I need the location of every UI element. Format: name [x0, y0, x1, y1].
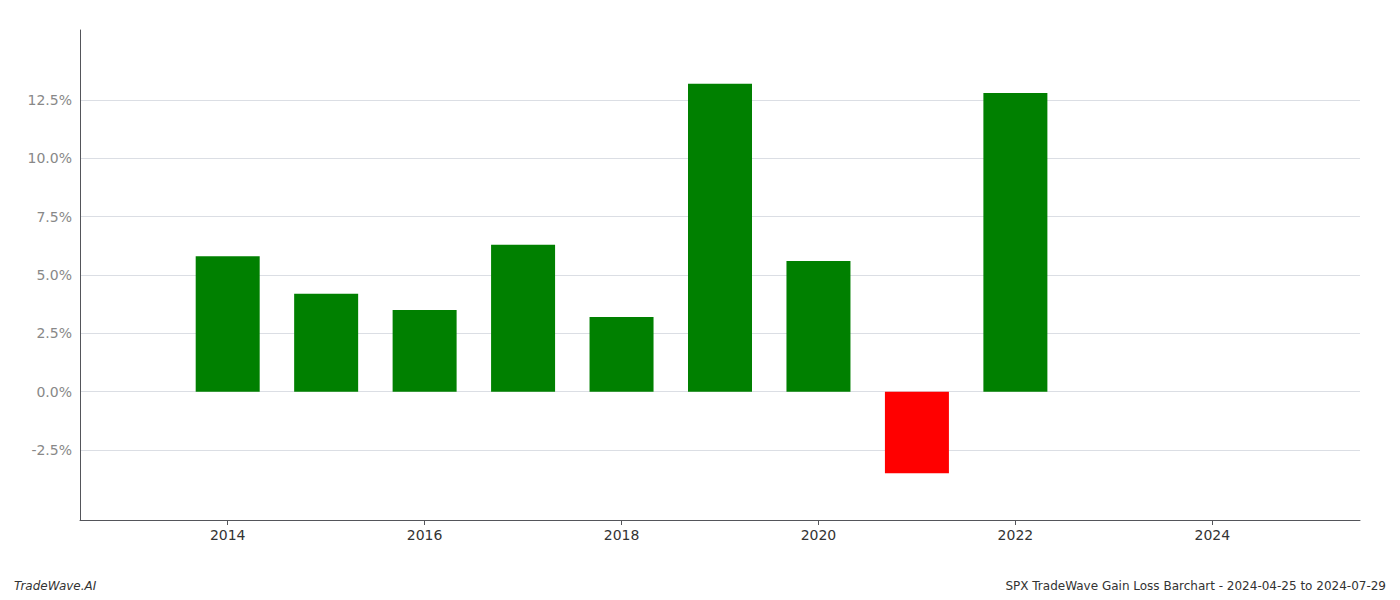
svg-text:5.0%: 5.0% [36, 267, 72, 283]
svg-text:SPX TradeWave Gain Loss Barcha: SPX TradeWave Gain Loss Barchart - 2024-… [1005, 579, 1386, 593]
svg-text:7.5%: 7.5% [36, 209, 72, 225]
svg-text:-2.5%: -2.5% [31, 442, 72, 458]
svg-text:10.0%: 10.0% [28, 150, 72, 166]
svg-text:TradeWave.AI: TradeWave.AI [14, 579, 97, 593]
svg-text:2018: 2018 [604, 527, 640, 543]
svg-text:0.0%: 0.0% [36, 384, 72, 400]
svg-text:2014: 2014 [210, 527, 246, 543]
svg-text:2.5%: 2.5% [36, 325, 72, 341]
svg-text:2020: 2020 [801, 527, 837, 543]
svg-text:2022: 2022 [998, 527, 1034, 543]
svg-text:2016: 2016 [407, 527, 443, 543]
svg-text:12.5%: 12.5% [28, 92, 72, 108]
svg-text:2024: 2024 [1194, 527, 1230, 543]
